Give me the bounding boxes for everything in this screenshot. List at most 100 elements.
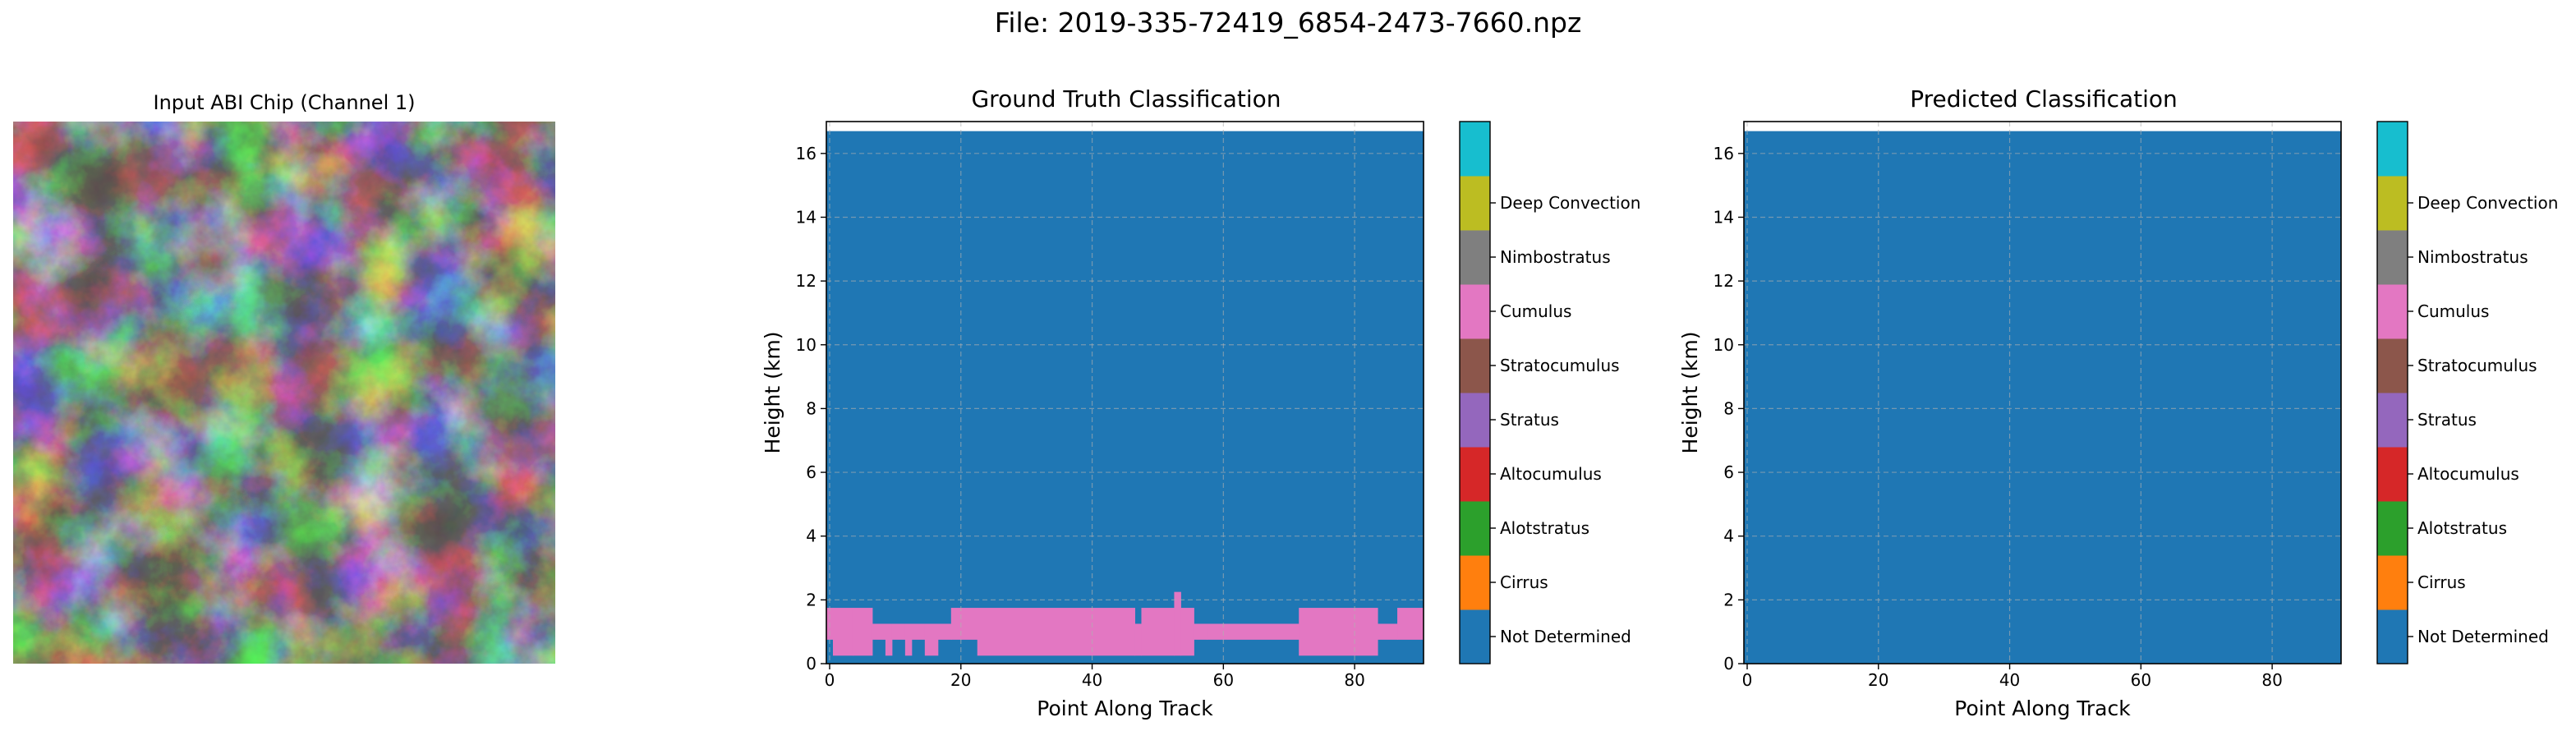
stratocumulus-cell	[1299, 608, 1378, 656]
stratocumulus-cell	[911, 623, 926, 640]
abi-chip-title: Input ABI Chip (Channel 1)	[153, 91, 416, 114]
figure-title: File: 2019-335-72419_6854-2473-7660.npz	[994, 7, 1582, 39]
colorbar-label: Cumulus	[1500, 301, 1571, 321]
colorbar-label: Nimbostratus	[2417, 247, 2528, 267]
x-axis-label: Point Along Track	[1954, 697, 2131, 720]
stratocumulus-cell	[937, 623, 952, 640]
colorbar-label: Cumulus	[2417, 301, 2489, 321]
y-tick-label: 8	[806, 398, 816, 418]
colorbar-label: Deep Convection	[1500, 193, 1640, 213]
plot-frame	[1743, 121, 2342, 664]
stratocumulus-cell	[885, 623, 893, 656]
colorbar-segment	[1460, 501, 1490, 556]
x-tick-label: 80	[2261, 670, 2282, 690]
y-tick-label: 0	[1723, 654, 1734, 674]
y-tick-label: 2	[1723, 590, 1734, 609]
colorbar-label: Stratus	[2417, 410, 2477, 430]
colorbar-segment	[2377, 555, 2408, 610]
colorbar-label: Not Determined	[2417, 627, 2549, 646]
stratocumulus-cell	[1207, 623, 1300, 640]
colorbar-label: Altocumulus	[1500, 464, 1602, 484]
colorbar-frame	[1459, 121, 1491, 664]
stratocumulus-cell	[1397, 608, 1424, 640]
x-tick-label: 40	[1999, 670, 2020, 690]
colorbar-frame	[2376, 121, 2408, 664]
y-tick-label: 4	[1723, 526, 1734, 546]
y-tick-label: 12	[1714, 271, 1734, 291]
colorbar-label: Nimbostratus	[1500, 247, 1611, 267]
plot-frame	[826, 121, 1424, 664]
colorbar-label: Altocumulus	[2417, 464, 2519, 484]
colorbar-segment	[2377, 284, 2408, 339]
stratocumulus-cell	[950, 608, 978, 640]
x-tick-label: 40	[1082, 670, 1102, 690]
colorbar-label: Alotstratus	[1500, 518, 1589, 538]
stratocumulus-cell	[924, 623, 939, 656]
y-tick-label: 8	[1723, 398, 1734, 418]
y-tick-label: 2	[806, 590, 816, 609]
predicted-title: Predicted Classification	[1910, 85, 2178, 113]
colorbar-segment	[2377, 609, 2408, 664]
y-tick-label: 10	[796, 335, 816, 355]
x-axis-label: Point Along Track	[1037, 697, 1213, 720]
colorbar-label: Cirrus	[2417, 572, 2466, 592]
colorbar-label: Deep Convection	[2417, 193, 2558, 213]
colorbar-label: Cirrus	[1500, 572, 1548, 592]
colorbar-segment	[1460, 447, 1490, 502]
x-tick-label: 60	[1213, 670, 1234, 690]
y-tick-label: 4	[806, 526, 816, 546]
colorbar-segment	[1460, 338, 1490, 393]
stratocumulus-cell	[872, 623, 886, 640]
stratocumulus-cell	[1194, 623, 1208, 640]
colorbar-label: Stratus	[1500, 410, 1559, 430]
stratocumulus-cell	[826, 608, 834, 640]
stratocumulus-cell	[1180, 608, 1194, 656]
y-tick-label: 0	[806, 654, 816, 674]
stratocumulus-cell	[1134, 623, 1142, 656]
colorbar-segment	[1460, 393, 1490, 448]
class-region-not-determined	[1744, 131, 2341, 664]
stratocumulus-cell	[904, 623, 913, 656]
y-tick-label: 16	[796, 144, 816, 163]
colorbar-segment	[2377, 393, 2408, 448]
x-tick-label: 0	[825, 670, 835, 690]
y-axis-label: Height (km)	[761, 332, 784, 454]
colorbar-segment	[2377, 122, 2408, 177]
colorbar-label: Alotstratus	[2417, 518, 2507, 538]
stratocumulus-cell	[1141, 608, 1175, 656]
y-tick-label: 6	[1723, 462, 1734, 482]
y-tick-label: 12	[796, 271, 816, 291]
colorbar-segment	[1460, 284, 1490, 339]
stratocumulus-cell	[977, 608, 1135, 656]
stratocumulus-cell	[832, 608, 853, 656]
colorbar-segment	[2377, 501, 2408, 556]
colorbar-segment	[2377, 338, 2408, 393]
colorbar-segment	[1460, 176, 1490, 231]
stratocumulus-cell	[1378, 623, 1398, 640]
y-tick-label: 14	[796, 207, 816, 227]
colorbar-segment	[2377, 176, 2408, 231]
x-tick-label: 20	[950, 670, 971, 690]
colorbar-segment	[2377, 447, 2408, 502]
colorbar-segment	[1460, 230, 1490, 285]
x-tick-label: 80	[1344, 670, 1364, 690]
stratocumulus-cell	[891, 623, 906, 640]
y-tick-label: 10	[1714, 335, 1734, 355]
colorbar-segment	[1460, 122, 1490, 177]
colorbar-segment	[1460, 555, 1490, 610]
colorbar-segment	[1460, 609, 1490, 664]
colorbar-label: Not Determined	[1500, 627, 1631, 646]
y-axis-label: Height (km)	[1678, 332, 1702, 454]
y-tick-label: 16	[1714, 144, 1734, 163]
y-tick-label: 6	[806, 462, 816, 482]
stratocumulus-cell	[852, 608, 873, 656]
class-region-not-determined	[826, 131, 1424, 664]
ground-truth-title: Ground Truth Classification	[971, 85, 1281, 113]
colorbar-segment	[2377, 230, 2408, 285]
colorbar-label: Stratocumulus	[2417, 356, 2537, 375]
stratocumulus-cell	[1174, 591, 1181, 656]
colorbar-label: Stratocumulus	[1500, 356, 1620, 375]
x-tick-label: 0	[1742, 670, 1753, 690]
y-tick-label: 14	[1714, 207, 1734, 227]
x-tick-label: 20	[1868, 670, 1888, 690]
